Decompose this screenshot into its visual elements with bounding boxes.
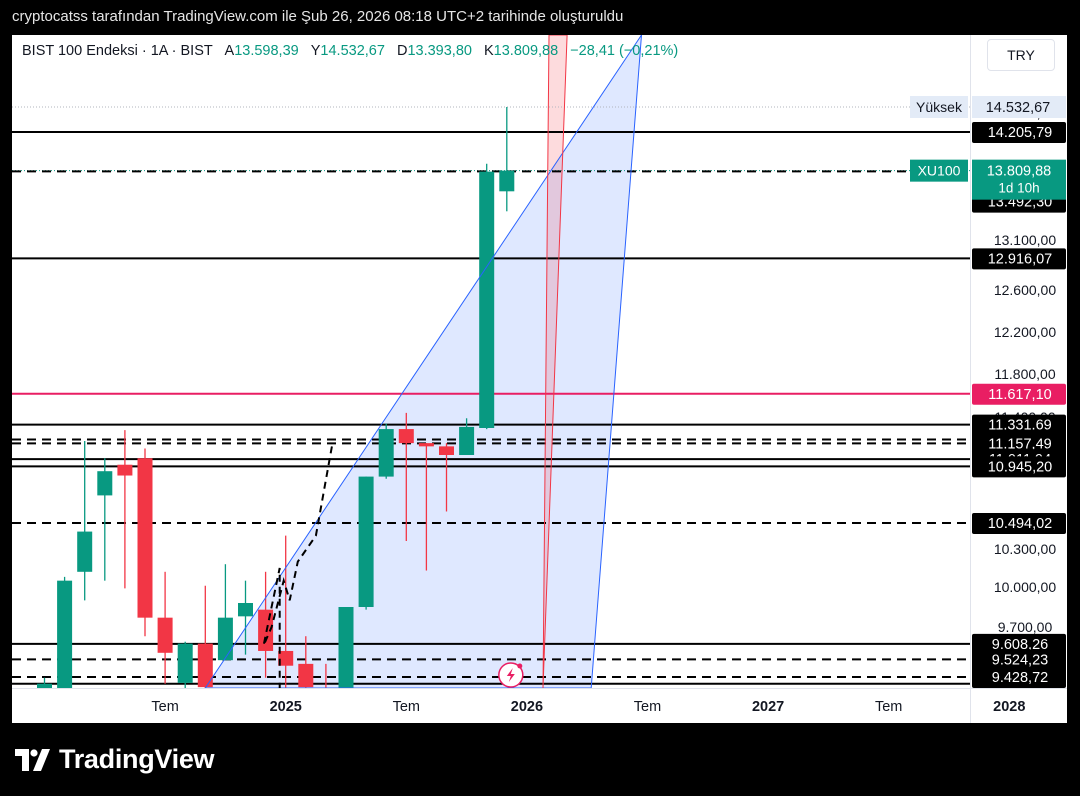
price-chart[interactable]: 14.400,0013.100,0012.600,0012.200,0011.8… <box>12 35 1067 723</box>
candle <box>177 643 193 683</box>
close-label: K <box>483 43 494 59</box>
price-tick-label: 9.700,00 <box>998 619 1053 635</box>
high-value: 14.532,67 <box>320 43 385 59</box>
open-value: 13.598,39 <box>234 43 299 59</box>
price-tick-label: 10.000,00 <box>994 579 1056 595</box>
currency-button[interactable]: TRY <box>987 39 1055 71</box>
candle <box>117 464 133 476</box>
level-price-label: 10.494,02 <box>988 516 1053 532</box>
time-tick-label: Tem <box>151 699 178 715</box>
candle <box>378 429 394 477</box>
last-price-label: 13.809,88 <box>987 164 1052 180</box>
time-tick-label: 2025 <box>270 699 302 715</box>
candle <box>338 607 354 688</box>
high-price-label: 14.532,67 <box>986 100 1051 116</box>
candle <box>499 170 515 192</box>
high-label: Y <box>310 43 321 59</box>
tradingview-wordmark: TradingView <box>59 744 215 774</box>
level-price-label: 11.157,49 <box>988 436 1051 452</box>
level-price-badge <box>972 248 1066 270</box>
low-label: D <box>396 43 408 59</box>
candle <box>137 458 153 618</box>
symbol-name[interactable]: BIST 100 Endeksi · 1A · BIST <box>22 43 213 59</box>
time-tick-label: 2027 <box>752 699 784 715</box>
last-price-box <box>972 159 1066 200</box>
symbol-tag-box <box>910 159 968 182</box>
price-axis-layer: 14.400,0013.100,0012.600,0012.200,0011.8… <box>910 96 1066 688</box>
candle <box>479 171 495 428</box>
price-tick-label: 12.600,00 <box>994 282 1056 298</box>
high-tag-label: Yüksek <box>916 99 963 115</box>
candle <box>37 683 52 688</box>
level-price-label: 9.428,72 <box>992 670 1048 686</box>
candle <box>217 617 233 661</box>
time-tick-label: Tem <box>634 699 661 715</box>
chart-panel[interactable]: 14.400,0013.100,0012.600,0012.200,0011.8… <box>12 35 1067 723</box>
time-tick-label: Tem <box>875 699 902 715</box>
candle <box>358 476 374 607</box>
export-caption: cryptocatss tarafından TradingView.com i… <box>12 8 624 25</box>
candle <box>418 443 434 447</box>
close-value: 13.809,88 <box>493 43 559 59</box>
candle <box>278 650 294 666</box>
price-tick-label: 13.100,00 <box>994 232 1056 248</box>
time-tick-label: 2028 <box>993 699 1025 715</box>
dashed-projection-path <box>262 446 333 688</box>
high-price-box <box>972 96 1066 118</box>
open-label: A <box>224 43 235 59</box>
candle <box>459 426 475 455</box>
symbol-legend: BIST 100 Endeksi · 1A · BIST A13.598,39 … <box>22 43 678 59</box>
candles-layer <box>37 107 515 688</box>
candle <box>157 617 173 653</box>
level-price-badge <box>972 121 1066 143</box>
level-price-label: 14.205,79 <box>988 125 1053 141</box>
time-axis-layer: Tem 2025 Tem 2026 Tem 2027 Tem 2028 <box>151 699 1025 715</box>
lightning-glyph <box>506 668 515 682</box>
channel-stroke-layer <box>204 35 643 688</box>
level-price-label: 12.916,07 <box>988 251 1053 267</box>
price-tick-label: 11.800,00 <box>994 366 1055 382</box>
level-price-badge <box>972 383 1066 405</box>
tradingview-logo: TradingView <box>15 744 215 775</box>
time-tick-label: 2026 <box>511 699 543 715</box>
countdown-label: 1d 10h <box>998 181 1039 196</box>
level-price-label: 9.608,26 <box>992 637 1048 653</box>
symbol-tag-label: XU100 <box>918 163 961 179</box>
candle <box>197 643 213 688</box>
candle <box>77 531 93 572</box>
change-value: −28,41 (−0,21%) <box>570 43 679 59</box>
candle <box>398 429 414 444</box>
price-tick-label: 10.300,00 <box>994 541 1056 557</box>
level-price-label: 11.617,10 <box>988 387 1051 403</box>
channel-outline-blue <box>204 35 643 688</box>
candle <box>57 580 73 688</box>
candle <box>298 663 314 688</box>
tradingview-logo-icon <box>15 748 50 771</box>
time-tick-label: Tem <box>393 699 420 715</box>
price-tick-label: 12.200,00 <box>994 324 1056 340</box>
candle <box>97 471 113 496</box>
level-price-badge <box>972 456 1066 478</box>
channel-outline-red <box>542 35 568 688</box>
level-price-badge <box>972 667 1066 688</box>
level-price-label: 9.524,23 <box>992 652 1048 668</box>
candle <box>439 446 454 455</box>
low-value: 13.393,80 <box>407 43 472 59</box>
level-price-label: 10.945,20 <box>988 459 1053 475</box>
level-price-badge <box>972 513 1066 535</box>
alert-dot <box>517 663 523 669</box>
level-price-badge <box>972 649 1066 671</box>
high-tag-box <box>910 96 968 118</box>
candle <box>238 603 253 617</box>
